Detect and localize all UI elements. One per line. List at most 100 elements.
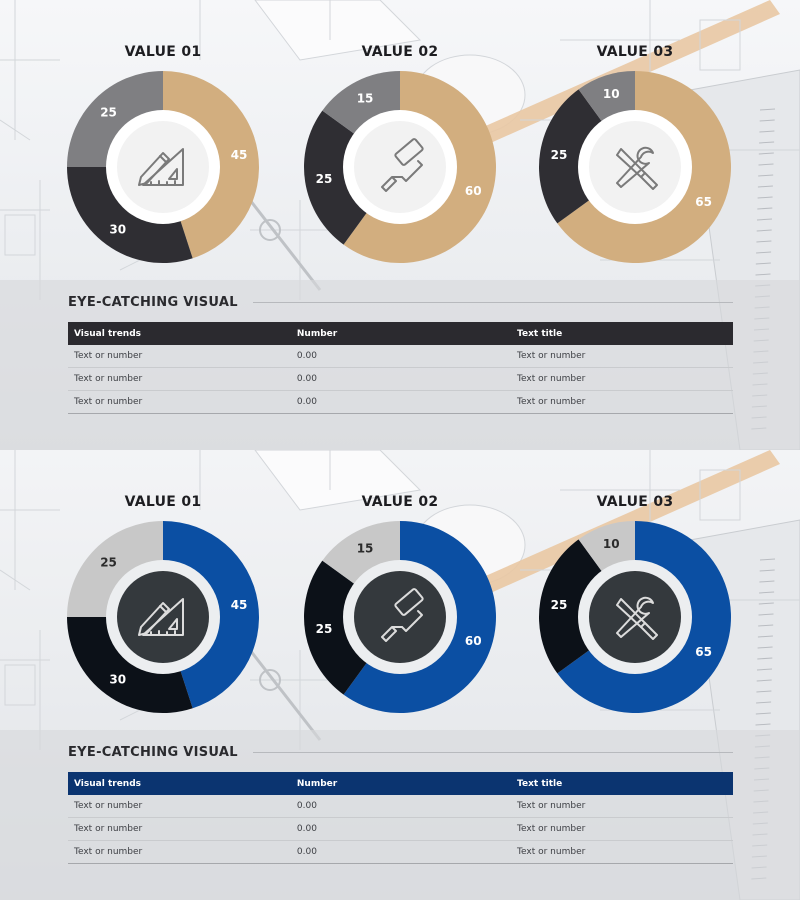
chart-title: VALUE 03 <box>596 494 674 510</box>
panel-bottom: VALUE 01 45 30 25 VALUE 02 60 25 15 VALUE 03 65 25… <box>0 450 800 900</box>
ruler-tick <box>757 657 773 660</box>
slice-value-label: 25 <box>316 172 333 186</box>
panel-top: VALUE 01 45 30 25 VALUE 02 60 25 15 VALUE 03 65 25… <box>0 0 800 450</box>
chart-title: VALUE 03 <box>596 44 674 60</box>
table-row: Text or number 0.00 Text or number <box>68 840 733 864</box>
section-title: EYE-CATCHING VISUAL <box>68 745 238 760</box>
table-row: Text or number 0.00 Text or number <box>68 817 733 841</box>
ruler-tick <box>755 712 771 715</box>
slice-value-label: 45 <box>231 148 248 162</box>
blueprint-rect <box>4 214 36 256</box>
blueprint-rect <box>699 469 741 521</box>
ruler-tick <box>757 185 773 188</box>
donut-center <box>354 571 446 663</box>
table-row: Text or number 0.00 Text or number <box>68 390 733 414</box>
slice-value-label: 25 <box>100 556 117 570</box>
chart-title: VALUE 01 <box>124 44 202 60</box>
column-header: Number <box>296 778 338 789</box>
chart-title: VALUE 01 <box>124 494 202 510</box>
paper-roll-shape <box>254 450 422 511</box>
donut-svg: 45 30 25 <box>67 71 260 263</box>
compass-shape <box>259 669 281 691</box>
table-cell: Text or number <box>68 345 291 368</box>
table-cell: 0.00 <box>290 795 512 818</box>
data-table: Visual trends Number Text title Text or num… <box>68 772 733 864</box>
ruler-tick <box>759 108 776 111</box>
column-header: Visual trends <box>74 778 141 789</box>
table-cell: Text or number <box>68 817 291 841</box>
paint-roller-icon <box>381 588 424 642</box>
slice-value-label: 25 <box>100 106 117 120</box>
donut-chart-3: VALUE 03 65 25 10 <box>515 0 755 280</box>
table-cell: 0.00 <box>290 390 512 414</box>
compass-shape <box>248 199 322 291</box>
slice-value-label: 60 <box>465 184 482 198</box>
ruler-tick <box>756 690 772 693</box>
ruler-pencil-icon <box>138 598 184 636</box>
slice-value-label: 65 <box>695 195 712 209</box>
table-cell: Text or number <box>511 795 733 818</box>
donut-chart-1: VALUE 01 45 30 25 <box>43 0 283 280</box>
ruler-tick <box>759 119 775 122</box>
table-cell: Text or number <box>68 390 291 414</box>
paint-roller-icon <box>381 138 424 192</box>
donut-svg: 45 30 25 <box>67 521 260 713</box>
table-cell: Text or number <box>511 390 733 414</box>
donut-svg: 60 25 15 <box>304 71 496 264</box>
ruler-tick <box>759 558 776 561</box>
data-table: Visual trends Number Text title Text or num… <box>68 322 733 414</box>
ruler-tick <box>758 613 774 616</box>
column-header: Text title <box>517 778 563 789</box>
donut-chart-1: VALUE 01 45 30 25 <box>43 450 283 730</box>
ruler-tick <box>755 273 771 276</box>
donut-svg: 65 25 10 <box>539 71 731 264</box>
blueprint-line <box>0 569 31 591</box>
ruler-tick <box>758 602 774 605</box>
ruler-tick <box>758 174 774 177</box>
slice-value-label: 30 <box>109 672 126 686</box>
ruler-tick <box>757 196 773 199</box>
table-cell: 0.00 <box>290 345 512 368</box>
chart-title: VALUE 02 <box>361 494 439 510</box>
ruler-tick <box>757 207 773 210</box>
table-cell: 0.00 <box>290 817 512 841</box>
table-cell: Text or number <box>511 345 733 368</box>
ruler-tick <box>756 679 772 682</box>
donut-svg: 65 25 10 <box>539 521 731 713</box>
ruler-pencil-icon <box>138 148 184 186</box>
donut-center <box>589 571 681 663</box>
donut-chart-3: VALUE 03 65 25 10 <box>515 450 755 730</box>
compass-shape <box>248 649 322 741</box>
slice-value-label: 10 <box>603 87 620 101</box>
ruler-tick <box>759 569 775 572</box>
table-cell: Text or number <box>68 840 291 864</box>
ruler-tick <box>759 580 775 583</box>
slice-value-label: 15 <box>357 541 374 555</box>
column-header: Visual trends <box>74 328 141 339</box>
table-cell: Text or number <box>511 367 733 391</box>
paper-roll-shape <box>254 0 422 61</box>
table-cell: Text or number <box>511 840 733 864</box>
ruler-tick <box>757 646 773 649</box>
ruler-tick <box>756 701 772 704</box>
column-header: Text title <box>517 328 563 339</box>
slice-value-label: 25 <box>316 622 333 636</box>
slice-value-label: 45 <box>231 598 248 612</box>
ruler-tick <box>757 635 773 638</box>
ruler-tick <box>758 163 774 166</box>
ruler-tick <box>756 229 772 232</box>
title-divider <box>253 752 733 753</box>
wrench-screwdriver-icon <box>616 146 658 190</box>
donut-svg: 60 25 15 <box>304 521 496 713</box>
table-header-row: Visual trends Number Text title <box>68 322 733 345</box>
donut-chart-2: VALUE 02 60 25 15 <box>280 0 520 280</box>
slice-value-label: 65 <box>695 645 712 659</box>
slice-value-label: 15 <box>357 91 374 105</box>
section-title: EYE-CATCHING VISUAL <box>68 295 238 310</box>
ruler-tick <box>756 240 772 243</box>
table-row: Text or number 0.00 Text or number <box>68 795 733 818</box>
table-cell: Text or number <box>68 795 291 818</box>
ruler-tick <box>759 591 775 594</box>
donut-center <box>589 121 681 213</box>
table-cell: Text or number <box>511 817 733 841</box>
